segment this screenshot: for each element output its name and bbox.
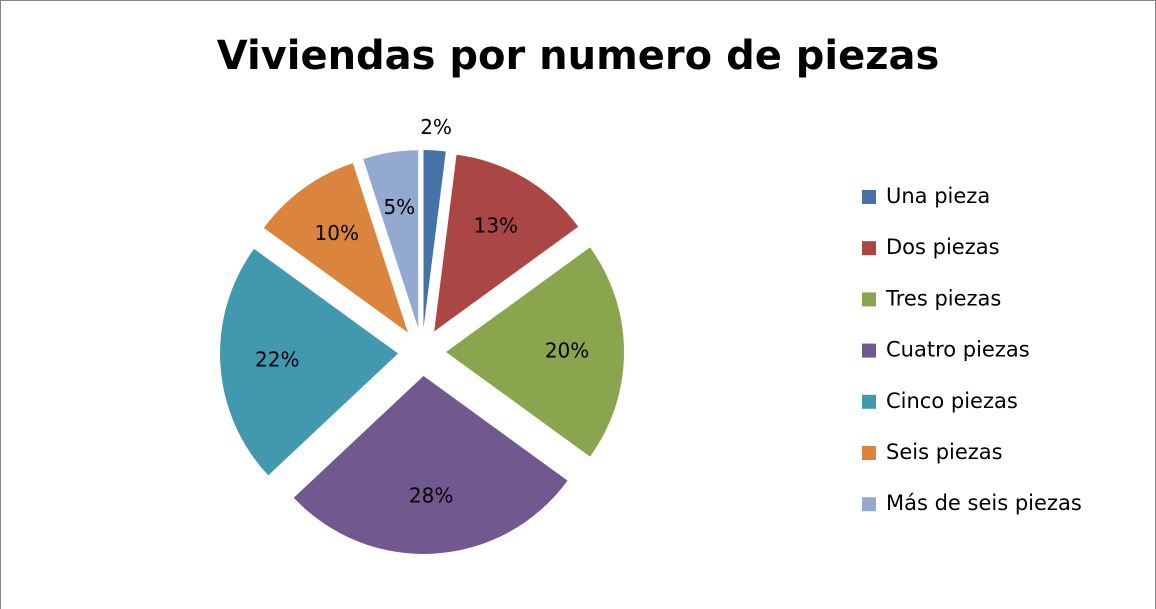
legend-label: Una pieza — [886, 184, 990, 208]
data-label: 2% — [420, 115, 452, 139]
legend-swatch — [862, 394, 876, 409]
legend-label: Tres piezas — [885, 286, 1001, 310]
legend-swatch — [862, 446, 876, 460]
legend-swatch — [862, 497, 876, 512]
pie-slice — [293, 375, 568, 554]
legend-label: Cinco piezas — [886, 389, 1018, 413]
data-label: 13% — [474, 214, 518, 238]
legend-label: Seis piezas — [886, 440, 1003, 464]
chart-title: Viviendas por numero de piezas — [217, 33, 940, 79]
legend-swatch — [862, 241, 876, 256]
legend-swatch — [862, 343, 876, 358]
pie-slice — [423, 150, 446, 329]
legend-swatch — [862, 292, 876, 307]
pie-slice — [220, 248, 399, 476]
data-label: 5% — [383, 195, 415, 219]
pie-slice — [263, 163, 408, 333]
data-label: 22% — [255, 348, 299, 372]
data-label: 20% — [545, 339, 589, 363]
legend-label: Más de seis piezas — [886, 491, 1082, 515]
legend-label: Dos piezas — [886, 235, 1000, 259]
data-label: 28% — [409, 483, 453, 507]
pie-slice — [434, 154, 579, 332]
legend-label: Cuatro piezas — [886, 338, 1030, 362]
pie-slice — [363, 150, 419, 329]
data-label: 10% — [315, 221, 359, 245]
legend-swatch — [862, 190, 876, 204]
pie-slice — [446, 247, 625, 457]
